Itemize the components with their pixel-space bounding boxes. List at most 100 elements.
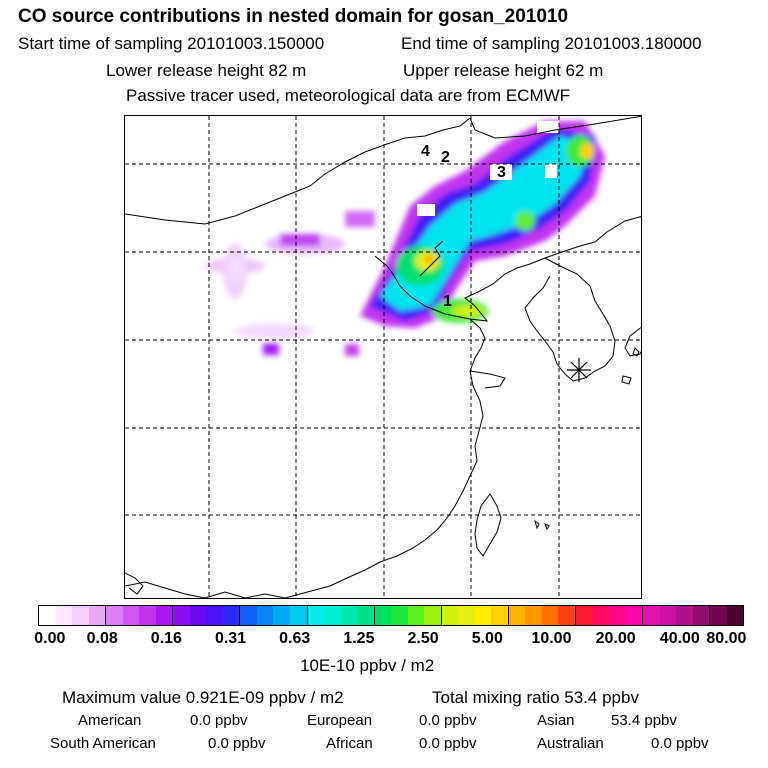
map-canvas: 4 2 3 1: [125, 116, 641, 598]
coastlines: [125, 116, 641, 598]
colorbar-cell: [256, 606, 274, 625]
colorbar-tick-label: 0.16: [150, 630, 182, 647]
colorbar: [38, 605, 744, 626]
colorbar-cell: [324, 606, 341, 625]
map-label-1: 1: [443, 293, 452, 310]
map-label-2: 2: [441, 149, 450, 166]
mongolia-border: [125, 117, 471, 225]
australian-label: Australian: [537, 735, 604, 752]
colorbar-cell: [357, 606, 375, 625]
end-sampling-text: End time of sampling 20101003.180000: [401, 34, 702, 53]
plume-blob-4: [345, 211, 375, 227]
plume-blob-1: [263, 343, 279, 355]
colorbar-cell: [340, 606, 358, 625]
taiwan: [474, 493, 502, 557]
colorbar-cell: [558, 606, 576, 625]
colorbar-tick-label: 0.31: [214, 630, 247, 647]
plume-gap-3: [545, 164, 557, 178]
plume-faint-3: [235, 323, 315, 339]
bohai-coast-north: [374, 216, 641, 322]
lat-lon-grid: [125, 116, 641, 598]
colorbar-cell: [39, 606, 56, 625]
european-label: European: [307, 712, 373, 729]
plume-faint-5: [229, 258, 243, 282]
colorbar-cell: [424, 606, 442, 625]
colorbar-cell: [206, 606, 223, 625]
australian-value: 0.0 ppbv: [651, 735, 709, 752]
colorbar-cell: [106, 606, 123, 625]
colorbar-cell: [676, 606, 693, 625]
colorbar-cell: [72, 606, 89, 625]
colorbar-cell: [609, 606, 626, 625]
colorbar-tick-label: 2.50: [407, 630, 439, 647]
colorbar-cell: [374, 606, 392, 625]
asterisk-station-icon: [567, 358, 591, 382]
hainan-fragment: [125, 572, 144, 595]
colorbar-cell: [173, 606, 190, 625]
south-american-value: 0.0 ppbv: [208, 735, 266, 752]
african-value: 0.0 ppbv: [419, 735, 477, 752]
colorbar-cell: [307, 606, 325, 625]
plume-core-orange: [425, 254, 435, 264]
colorbar-cell: [240, 606, 257, 625]
map-label-4: 4: [421, 143, 430, 160]
colorbar-cell: [88, 606, 107, 625]
south-american-label: South American: [50, 735, 156, 752]
upper-release-text: Upper release height 62 m: [403, 61, 604, 80]
colorbar-unit: 10E-10 ppbv / m2: [300, 656, 435, 675]
plume-gap-1: [417, 204, 435, 216]
colorbar-cell: [592, 606, 610, 625]
colorbar-cell: [710, 606, 727, 625]
map-label-3: 3: [497, 164, 506, 181]
colorbar-cell: [55, 606, 73, 625]
colorbar-cell: [692, 606, 711, 625]
colorbar-tick-label: 0.00: [34, 630, 66, 647]
colorbar-cell: [625, 606, 644, 625]
plot-title: CO source contributions in nested domain…: [18, 6, 569, 27]
colorbar-cell: [576, 606, 593, 625]
colorbar-tick-label: 20.00: [595, 630, 636, 647]
china-east-coast: [125, 318, 486, 598]
european-value: 0.0 ppbv: [419, 712, 477, 729]
colorbar-tick-label: 5.00: [471, 630, 503, 647]
colorbar-cell: [139, 606, 156, 625]
plume-gap-2: [490, 164, 512, 180]
total-mixing-text: Total mixing ratio 53.4 ppbv: [432, 688, 639, 707]
american-label: American: [78, 712, 142, 729]
map-panel: 4 2 3 1: [124, 115, 642, 599]
colorbar-cell: [525, 606, 542, 625]
bohai-inner-coast: [419, 240, 444, 277]
african-label: African: [326, 735, 373, 752]
colorbar-cell: [508, 606, 526, 625]
northeast-border: [469, 116, 641, 139]
colorbar-cell: [474, 606, 492, 625]
colorbar-cell: [491, 606, 509, 625]
colorbar-cell: [643, 606, 660, 625]
asian-label: Asian: [537, 712, 575, 729]
colorbar-cell: [458, 606, 475, 625]
colorbar-cell: [541, 606, 559, 625]
colorbar-tick-label: 0.63: [279, 630, 311, 647]
colorbar-cell: [222, 606, 241, 625]
colorbar-cell: [659, 606, 677, 625]
colorbar-cell: [189, 606, 207, 625]
colorbar-cell: [391, 606, 408, 625]
japan-kyushu: [624, 326, 641, 357]
island-3: [534, 519, 550, 531]
start-sampling-text: Start time of sampling 20101003.150000: [18, 34, 325, 53]
colorbar-cell: [289, 606, 308, 625]
colorbar-cell: [407, 606, 425, 625]
colorbar-tick-label: 1.25: [343, 630, 375, 647]
island-1: [621, 375, 632, 385]
max-value-text: Maximum value 0.921E-09 ppbv / m2: [62, 688, 344, 707]
korean-peninsula: [524, 257, 616, 382]
plume-core-green-4: [515, 211, 535, 231]
colorbar-tick-label: 10.00: [531, 630, 572, 647]
colorbar-cell: [273, 606, 290, 625]
plume-blob-3: [280, 234, 320, 246]
colorbar-cell: [441, 606, 459, 625]
plume-blob-2: [345, 344, 359, 356]
american-value: 0.0 ppbv: [190, 712, 248, 729]
lower-release-text: Lower release height 82 m: [106, 61, 307, 80]
colorbar-cell: [155, 606, 174, 625]
